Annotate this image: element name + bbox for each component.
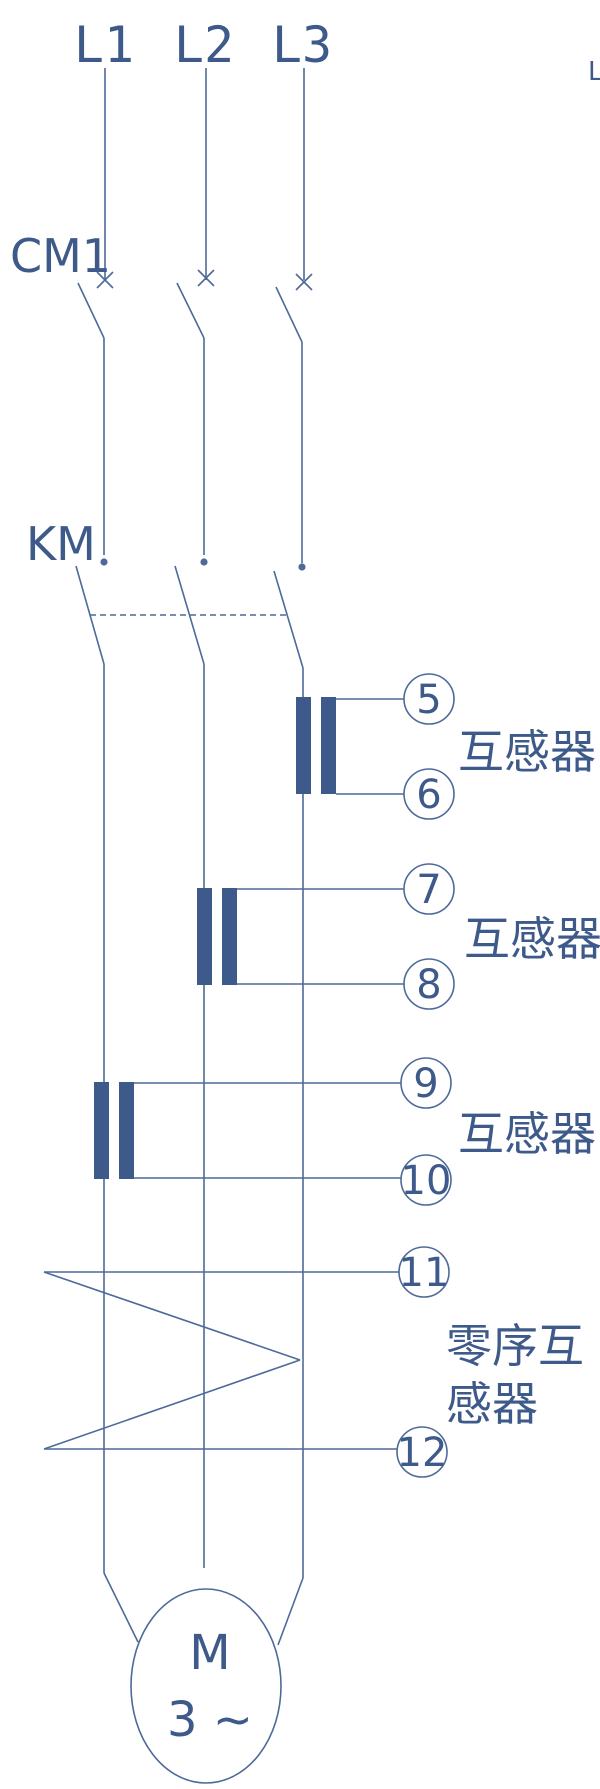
terminal-7: [403, 863, 455, 915]
phase-label-l2: L2: [174, 16, 234, 74]
contactor-label: KM: [26, 517, 96, 571]
transformer-3-label: 互感器: [458, 1107, 596, 1161]
terminal-11-number: 11: [399, 1250, 450, 1296]
corner-mark: L: [588, 57, 600, 87]
breaker-label: CM1: [10, 229, 111, 283]
breaker-cm1: [77, 269, 313, 563]
zero-sequence-label-line2: 感器: [446, 1377, 538, 1431]
motor: [103, 1572, 304, 1784]
phase-label-l3: L3: [272, 16, 332, 74]
transformer-2-label: 互感器: [464, 912, 600, 966]
current-transformer-3: [94, 1082, 402, 1179]
current-transformer-1: [296, 697, 405, 795]
contactor-km: [75, 558, 306, 669]
terminal-9-number: 9: [413, 1061, 438, 1107]
terminal-7-number: 7: [416, 867, 441, 913]
terminal-8: [403, 958, 455, 1010]
terminal-5-number: 5: [416, 677, 441, 723]
terminal-12: [396, 1426, 448, 1478]
supply-wires: [104, 68, 305, 280]
motor-symbol: M: [189, 1625, 230, 1681]
terminal-10-number: 10: [401, 1158, 452, 1204]
terminal-10: [400, 1154, 452, 1206]
motor-phase-text: 3 ~: [167, 1692, 253, 1748]
zero-sequence-transformer: [43, 1271, 402, 1450]
transformer-1-label: 互感器: [458, 725, 596, 779]
current-transformer-2: [197, 888, 405, 985]
terminal-6: [403, 768, 455, 820]
zero-sequence-label-line1: 零序互: [446, 1319, 584, 1373]
terminal-8-number: 8: [416, 962, 441, 1008]
phase-label-l1: L1: [74, 16, 134, 74]
terminal-11: [398, 1246, 450, 1298]
terminal-9: [400, 1057, 452, 1109]
terminal-6-number: 6: [416, 772, 441, 818]
terminal-5: [403, 673, 455, 725]
terminal-12-number: 12: [397, 1430, 448, 1476]
